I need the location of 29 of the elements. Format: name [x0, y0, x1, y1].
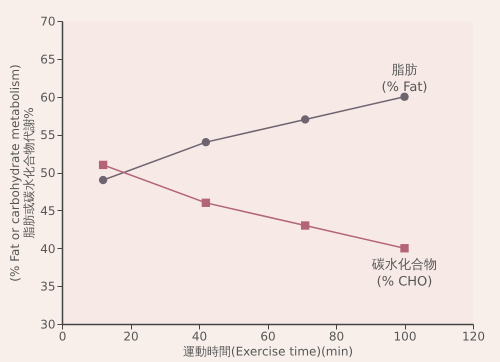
text: (% Fat or carbohydrate metabolism)	[8, 64, 22, 282]
point	[202, 138, 210, 146]
y-tick-label: 55	[40, 128, 56, 142]
y-tick-label: 70	[40, 14, 56, 28]
y-tick-label: 65	[40, 52, 56, 66]
y-tick-label: 30	[40, 318, 56, 332]
point	[400, 244, 409, 252]
point	[300, 115, 310, 124]
x-tick-label: 0	[58, 330, 66, 344]
point	[202, 198, 210, 207]
x-tick-label: 80	[328, 330, 344, 344]
y-tick-label: 40	[40, 242, 56, 256]
x-tick-label: 60	[260, 330, 276, 344]
series-label: 脂肪 (% Fat)	[382, 62, 428, 95]
point	[300, 221, 310, 230]
x-tick-label: 20	[123, 330, 139, 344]
y-tick-label: 60	[40, 90, 56, 104]
y-tick-label: 35	[40, 280, 56, 294]
x-tick-label: 120	[462, 330, 485, 344]
y-tick-label: 50	[40, 166, 56, 180]
series-label: 碳水化合物 (% CHO)	[371, 257, 437, 290]
y-tick-label: 45	[40, 204, 56, 218]
text: 脂肪或碳水化合物代謝%	[22, 107, 36, 239]
x-axis-title: 運動時間(Exercise time)(min)	[182, 344, 354, 358]
x-tick-label: 100	[394, 330, 416, 344]
point	[98, 176, 108, 184]
point	[400, 92, 409, 101]
x-tick-label: 40	[192, 330, 208, 344]
point	[98, 160, 108, 170]
